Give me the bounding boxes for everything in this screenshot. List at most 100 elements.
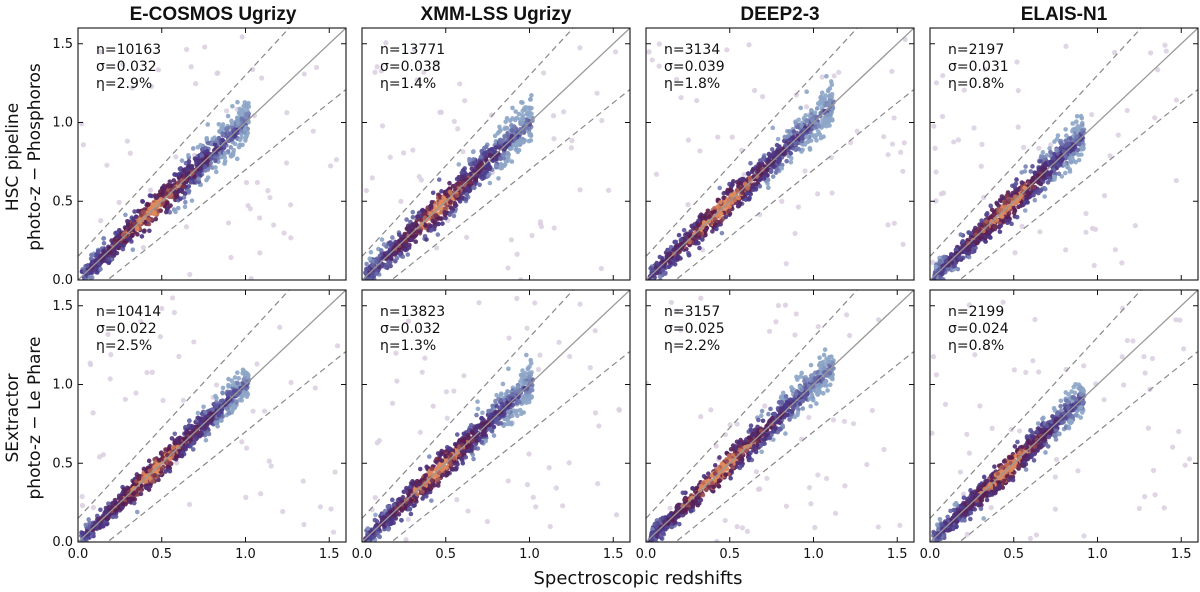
- density-point: [745, 191, 750, 196]
- density-point: [933, 264, 939, 269]
- density-point: [89, 252, 94, 258]
- outlier-point: [594, 90, 600, 96]
- density-point: [825, 112, 831, 118]
- density-point: [1014, 214, 1020, 220]
- density-point: [384, 250, 390, 256]
- plot-area: [362, 290, 630, 542]
- plot-area: [78, 28, 346, 287]
- density-point: [212, 142, 218, 147]
- outlier-point: [250, 408, 256, 414]
- density-point: [1068, 159, 1074, 165]
- density-point: [173, 454, 179, 460]
- density-point: [945, 266, 951, 272]
- density-point: [94, 513, 100, 519]
- density-point: [435, 232, 441, 237]
- density-point: [438, 216, 443, 221]
- density-point: [681, 227, 687, 233]
- density-point: [1030, 184, 1036, 189]
- density-point: [474, 173, 479, 179]
- density-point: [966, 240, 971, 246]
- density-point: [456, 162, 462, 167]
- density-point: [1037, 159, 1042, 164]
- density-point: [370, 275, 375, 280]
- density-point: [526, 105, 532, 111]
- density-point: [510, 116, 515, 121]
- density-point: [804, 127, 810, 133]
- density-point: [113, 508, 119, 513]
- density-point: [206, 431, 212, 437]
- outlier-point: [1173, 177, 1179, 184]
- density-point: [829, 94, 834, 100]
- density-point: [951, 263, 957, 269]
- density-point: [1076, 124, 1081, 129]
- density-point: [988, 214, 994, 220]
- density-point: [410, 209, 416, 215]
- outlier-point: [577, 45, 583, 51]
- outlier-point: [247, 206, 253, 212]
- density-point: [237, 137, 243, 143]
- outlier-point: [530, 494, 536, 500]
- density-point: [164, 206, 170, 212]
- density-point: [158, 208, 164, 213]
- density-point: [121, 243, 126, 248]
- density-point: [114, 230, 119, 236]
- density-point: [957, 255, 962, 261]
- outlier-point: [265, 188, 271, 194]
- density-point: [190, 424, 196, 429]
- density-point: [823, 93, 828, 98]
- density-point: [1064, 133, 1069, 138]
- density-point: [472, 160, 478, 165]
- outlier-point: [514, 251, 520, 257]
- outlier-point: [464, 234, 470, 240]
- density-point: [193, 436, 199, 442]
- density-point: [97, 525, 103, 530]
- outlier-point: [793, 92, 800, 98]
- density-point: [977, 222, 982, 227]
- density-point: [766, 158, 772, 164]
- density-point: [737, 201, 743, 206]
- density-point: [89, 275, 95, 280]
- x-tick-label: 1.0: [235, 547, 256, 562]
- outlier-point: [202, 44, 208, 50]
- outlier-point: [561, 109, 567, 115]
- density-point: [1051, 156, 1056, 161]
- outlier-point: [598, 265, 604, 272]
- outlier-point: [891, 220, 897, 226]
- density-point: [136, 476, 142, 482]
- density-point: [1006, 218, 1012, 223]
- density-point: [500, 153, 506, 158]
- density-point: [826, 116, 832, 122]
- density-point: [520, 108, 525, 114]
- density-point: [1008, 193, 1014, 198]
- density-point: [405, 252, 411, 257]
- density-point: [1076, 141, 1082, 147]
- density-point: [528, 97, 533, 102]
- density-point: [976, 226, 982, 232]
- density-point: [106, 256, 111, 262]
- density-point: [1059, 174, 1065, 179]
- density-point: [367, 256, 373, 261]
- density-point: [154, 195, 159, 200]
- row-label-hsc-line2: photo-z − Phosphoros: [25, 63, 45, 251]
- density-point: [504, 125, 510, 131]
- density-point: [994, 201, 1000, 207]
- density-point: [1038, 188, 1044, 193]
- density-point: [773, 151, 779, 156]
- outlier-point: [1012, 250, 1018, 256]
- density-point: [204, 137, 210, 142]
- density-point: [516, 147, 522, 153]
- density-point: [483, 144, 489, 150]
- density-point: [824, 123, 829, 129]
- density-point: [186, 152, 191, 158]
- density-point: [169, 436, 175, 441]
- outlier-point: [881, 134, 887, 140]
- density-point: [83, 282, 88, 287]
- outlier-point: [802, 168, 808, 174]
- density-point: [181, 436, 187, 442]
- density-point: [791, 129, 797, 134]
- density-point: [1078, 113, 1084, 119]
- outlier-point: [394, 378, 400, 384]
- outlier-point: [1092, 226, 1099, 232]
- density-point: [195, 410, 201, 416]
- density-point: [688, 229, 693, 234]
